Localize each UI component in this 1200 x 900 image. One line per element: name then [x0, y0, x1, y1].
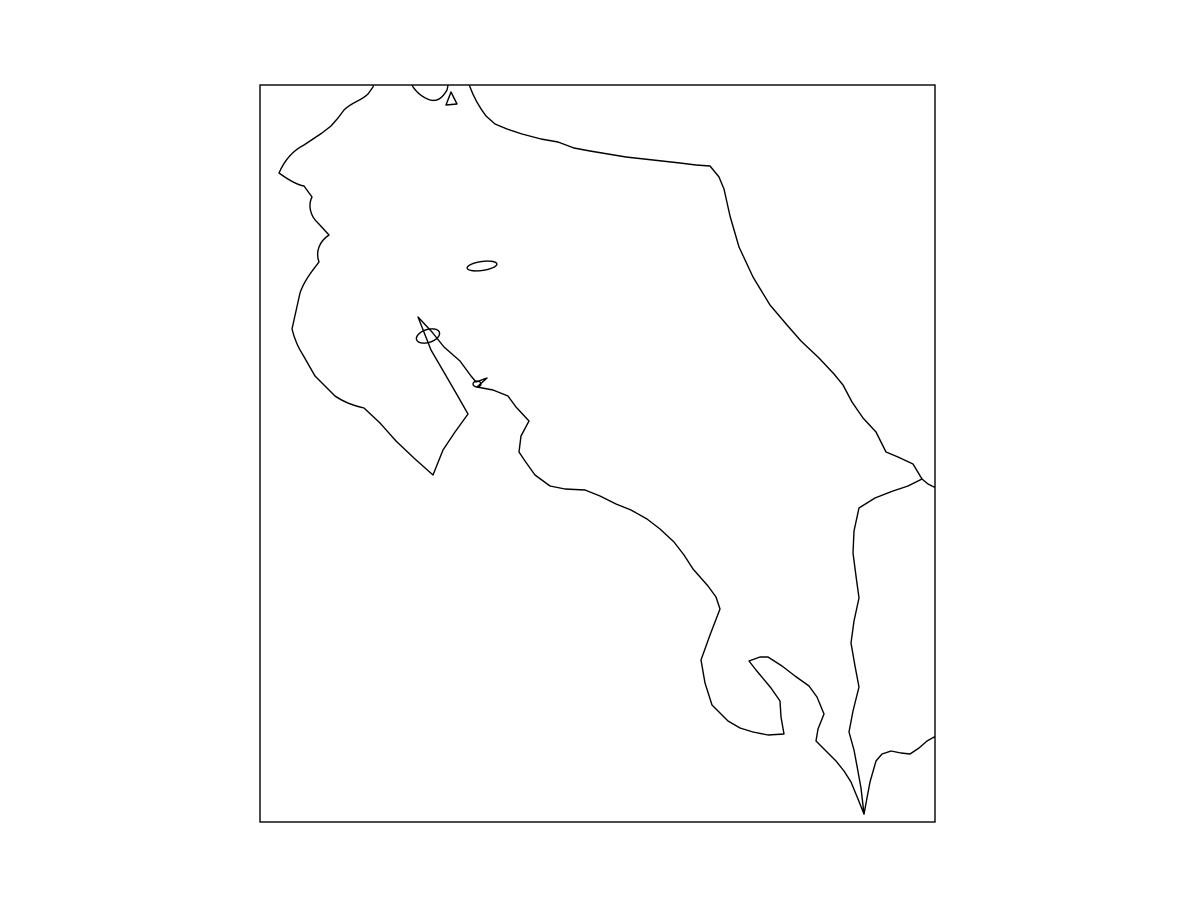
chira-island [415, 328, 441, 344]
map-canvas [259, 84, 936, 823]
panama-border [848, 478, 923, 815]
lake-arenal [466, 260, 498, 272]
gulf-island [472, 380, 482, 388]
pacific-coastline [278, 138, 935, 815]
nicaragua-border-and-caribbean-coastline [312, 85, 935, 489]
colorbar [1046, 83, 1166, 828]
coastlines [278, 85, 935, 815]
plot-frame [259, 84, 936, 823]
lake-island [445, 91, 458, 106]
